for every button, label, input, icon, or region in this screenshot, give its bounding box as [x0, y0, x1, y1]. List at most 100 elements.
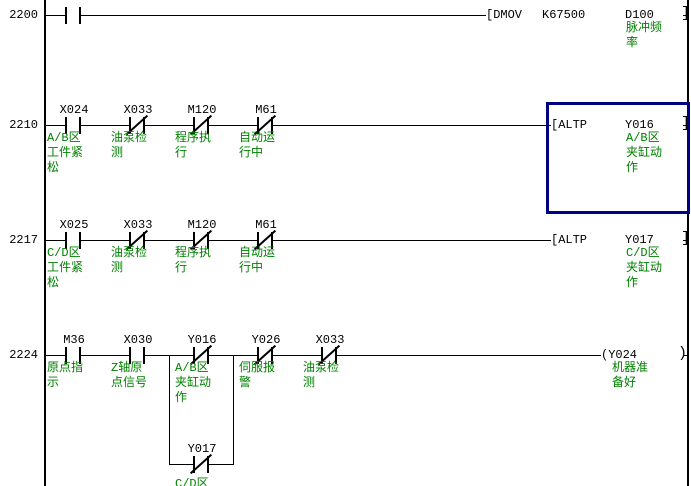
contact-X024[interactable] [65, 117, 81, 134]
device-comment: 作 [626, 276, 639, 290]
device-comment: 原点指 [47, 361, 84, 375]
device-label: Y017 [187, 442, 217, 456]
device-comment: 测 [111, 261, 124, 275]
contact-X030[interactable] [129, 347, 145, 364]
device-label: M36 [63, 333, 85, 347]
step-number: 2217 [9, 233, 38, 247]
device-label: M120 [187, 103, 217, 117]
contact-bar [271, 232, 273, 249]
device-label: X030 [123, 333, 153, 347]
device-comment: 自动运 [239, 246, 276, 260]
device-comment: 作 [175, 391, 188, 405]
device-label: X033 [315, 333, 345, 347]
contact-bar [193, 347, 195, 364]
device-label: M61 [255, 218, 277, 232]
selection-cursor [546, 102, 690, 214]
instruction-DMOV-close[interactable]: ] [681, 5, 691, 22]
device-label: M120 [187, 218, 217, 232]
left-power-rail [44, 0, 46, 486]
rung-line [46, 15, 486, 16]
device-comment: A/B区 [47, 131, 81, 145]
device-comment: A/B区 [175, 361, 209, 375]
device-label: Y016 [187, 333, 217, 347]
instruction-DMOV-token[interactable]: K67500 [542, 8, 586, 22]
device-comment: 率 [626, 36, 639, 50]
contact-bar [79, 7, 81, 24]
device-comment: 油泵检 [111, 131, 148, 145]
device-label: X024 [59, 103, 89, 117]
device-comment: 示 [47, 376, 60, 390]
device-comment: 警 [239, 376, 252, 390]
device-comment: 松 [47, 276, 60, 290]
contact-X025[interactable] [65, 232, 81, 249]
contact-bar [193, 117, 195, 134]
branch-vline [233, 355, 234, 465]
device-label: X033 [123, 103, 153, 117]
device-label: M61 [255, 103, 277, 117]
device-comment: Z轴原 [111, 361, 143, 375]
rung-line [46, 125, 551, 126]
branch-vline [169, 355, 170, 465]
instruction-ALTP-Y016-token[interactable]: [ALTP [551, 118, 588, 132]
device-comment: 伺服报 [239, 361, 276, 375]
contact-bar [79, 117, 81, 134]
contact-bar [143, 347, 145, 364]
contact-bar [129, 232, 131, 249]
device-comment: 松 [47, 161, 60, 175]
device-comment: 行 [175, 146, 188, 160]
device-comment: 点信号 [111, 376, 148, 390]
device-comment: 行中 [239, 146, 264, 160]
contact-bar [271, 347, 273, 364]
instruction-ALTP-Y016-close[interactable]: ] [681, 115, 691, 132]
device-comment: 夹缸动 [626, 261, 663, 275]
rung-line-stub [683, 355, 687, 356]
device-comment: 工件紧 [47, 146, 84, 160]
device-comment: A/B区 [626, 131, 660, 145]
contact-bar [65, 117, 67, 134]
contact-bar [257, 117, 259, 134]
device-comment: 机器准 [612, 361, 649, 375]
contact-bar [65, 347, 67, 364]
device-comment: 行 [175, 261, 188, 275]
contact-bar [79, 232, 81, 249]
contact-bar [65, 7, 67, 24]
contact-bar [207, 456, 209, 473]
contact-bar [257, 347, 259, 364]
instruction-DMOV-token[interactable]: [DMOV [486, 8, 523, 22]
instruction-DMOV-token[interactable]: D100 [625, 8, 654, 22]
contact-bar [143, 232, 145, 249]
instruction-ALTP-Y017-token[interactable]: [ALTP [551, 233, 588, 247]
device-comment: 油泵检 [303, 361, 340, 375]
step-number: 2200 [9, 8, 38, 22]
device-comment: 夹缸动 [175, 376, 212, 390]
device-comment: 行中 [239, 261, 264, 275]
contact-bar [207, 232, 209, 249]
device-comment: 油泵检 [111, 246, 148, 260]
device-comment: 程序执 [175, 246, 212, 260]
instruction-ALTP-Y016-token[interactable]: Y016 [625, 118, 654, 132]
instruction-ALTP-Y017-close[interactable]: ] [681, 230, 691, 247]
device-comment: 程序执 [175, 131, 212, 145]
device-comment: 测 [111, 146, 124, 160]
contact-unlabeled[interactable] [65, 7, 81, 24]
contact-bar [193, 456, 195, 473]
output-coil-Y024-token[interactable]: (Y024 [601, 348, 638, 362]
device-comment: 夹缸动 [626, 146, 663, 160]
contact-bar [335, 347, 337, 364]
contact-bar [65, 232, 67, 249]
contact-bar [207, 117, 209, 134]
device-label: X025 [59, 218, 89, 232]
rung-line-stub [683, 125, 687, 126]
device-comment: C/D区 [626, 246, 660, 260]
device-comment: 测 [303, 376, 316, 390]
device-comment: 工件紧 [47, 261, 84, 275]
contact-M36[interactable] [65, 347, 81, 364]
contact-bar [129, 117, 131, 134]
device-comment: 备好 [612, 376, 637, 390]
device-comment: C/D区 [175, 477, 209, 486]
rung-line-stub [683, 15, 687, 16]
device-label: Y026 [251, 333, 281, 347]
instruction-ALTP-Y017-token[interactable]: Y017 [625, 233, 654, 247]
output-coil-Y024-close[interactable]: ) [678, 345, 688, 362]
